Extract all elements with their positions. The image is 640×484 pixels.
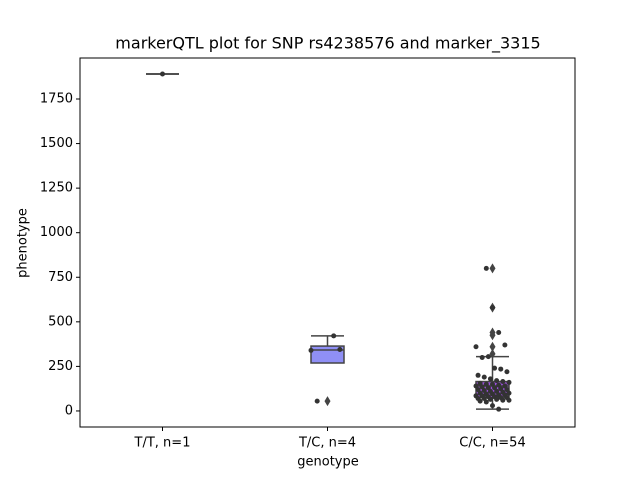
point [477,398,483,404]
point [506,397,512,403]
point [500,379,506,385]
point [487,376,493,382]
point [160,71,165,77]
point [506,390,512,396]
point [337,346,343,352]
point [479,354,485,360]
y-tick-label: 0 [65,403,73,418]
point [314,398,320,404]
point [496,330,502,336]
y-tick-label: 250 [48,359,73,374]
point [483,265,489,271]
outlier [489,341,496,352]
point [494,378,500,384]
point [504,369,510,375]
point [490,403,495,409]
y-tick-label: 1000 [40,225,73,240]
x-tick-label: C/C, n=54 [459,436,525,451]
y-axis-label: phenotype [16,208,31,278]
point [496,406,502,412]
y-tick-label: 500 [48,314,73,329]
point [490,305,495,311]
point [492,365,498,371]
point [502,342,508,348]
point [498,366,504,372]
point [494,396,500,402]
point [483,399,489,405]
outlier [489,263,496,274]
point [481,374,487,380]
point [485,354,491,360]
point [500,397,506,403]
outlier [489,330,496,341]
y-tick-label: 1750 [40,92,73,107]
point [475,372,481,378]
chart-title: markerQTL plot for SNP rs4238576 and mar… [115,34,540,54]
x-tick-label: T/T, n=1 [134,436,191,451]
x-tick-label: T/C, n=4 [298,436,356,451]
y-tick-label: 750 [48,270,73,285]
plot-frame [79,57,576,428]
outlier [489,348,496,359]
point [487,396,493,402]
outlier [324,396,331,407]
point [473,344,479,350]
point [308,347,314,353]
y-tick-label: 1250 [40,181,73,196]
y-tick-label: 1500 [40,136,73,151]
point [331,333,337,339]
point [506,379,512,385]
x-axis-label: genotype [297,455,358,470]
